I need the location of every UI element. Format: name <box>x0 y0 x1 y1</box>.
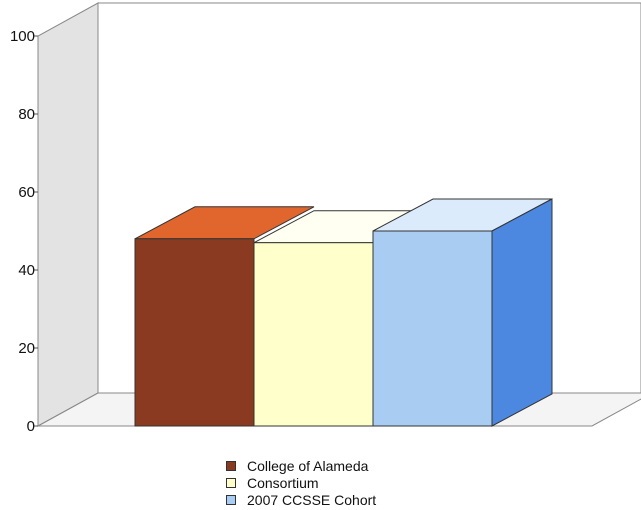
bar-2007-ccsse-cohort <box>372 230 493 427</box>
chart-area: 0 20 40 60 80 100 <box>10 2 641 435</box>
legend: College of Alameda Consortium 2007 CCSSE C… <box>226 457 376 508</box>
legend-swatch-2007-ccsse-cohort <box>226 494 236 505</box>
y-tick-label: 40 <box>18 262 35 279</box>
bar-consortium <box>253 242 374 427</box>
legend-item-2007-ccsse-cohort: 2007 CCSSE Cohort <box>226 491 376 508</box>
y-tick-label: 0 <box>27 418 35 435</box>
left-wall <box>37 2 99 427</box>
legend-label-college-of-alameda: College of Alameda <box>247 457 369 474</box>
legend-item-consortium: Consortium <box>226 474 376 491</box>
legend-item-college-of-alameda: College of Alameda <box>226 457 376 474</box>
y-tick-label: 60 <box>18 184 35 201</box>
y-tick-label: 80 <box>18 106 35 123</box>
legend-swatch-college-of-alameda <box>226 460 236 471</box>
bar-side-2007-ccsse-cohort <box>491 198 553 427</box>
y-tick-label: 20 <box>18 340 35 357</box>
y-tick-label: 100 <box>10 28 35 45</box>
legend-label-2007-ccsse-cohort: 2007 CCSSE Cohort <box>247 491 377 508</box>
legend-swatch-consortium <box>226 477 236 488</box>
bar-college-of-alameda <box>134 238 255 427</box>
legend-label-consortium: Consortium <box>247 474 319 491</box>
bar-chart-3d: 0 20 40 60 80 100 <box>10 2 641 435</box>
